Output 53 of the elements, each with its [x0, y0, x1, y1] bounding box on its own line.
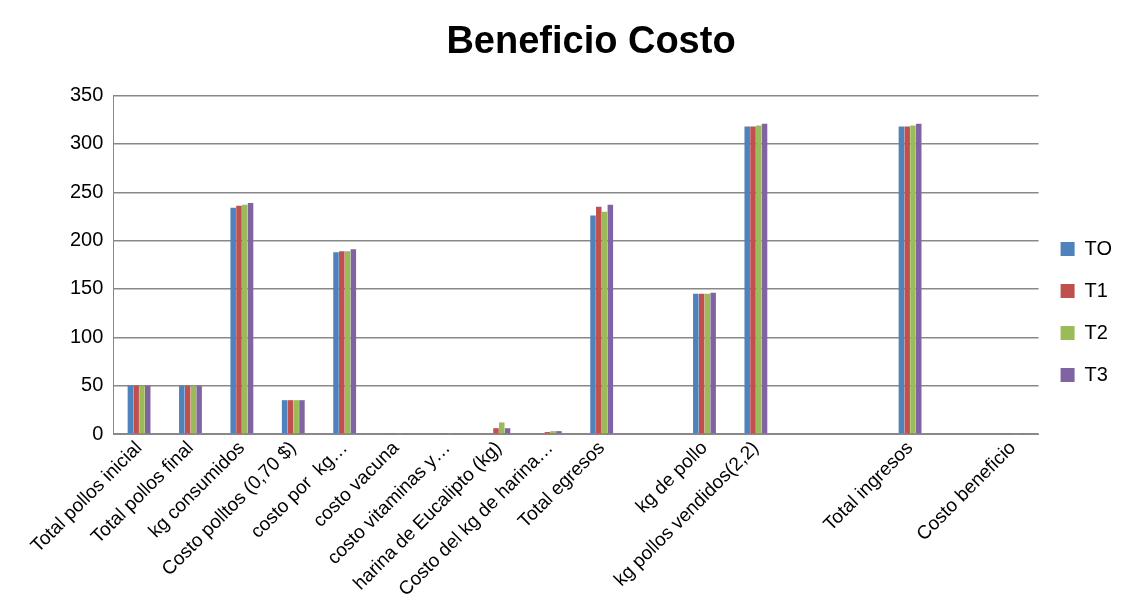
bar	[904, 126, 910, 434]
bar	[281, 400, 288, 434]
bar	[499, 422, 505, 434]
bar	[190, 385, 197, 434]
bar	[601, 211, 608, 434]
bar	[744, 126, 750, 434]
bar	[761, 123, 768, 434]
bar	[916, 123, 922, 434]
bar	[698, 293, 705, 434]
y-tick-label: 100	[69, 324, 104, 347]
bar	[230, 207, 236, 434]
bar	[184, 385, 191, 434]
legend-label: T1	[1084, 278, 1108, 301]
bar	[590, 215, 596, 434]
y-tick-label: 250	[69, 179, 104, 202]
y-tick-label: 150	[69, 276, 104, 299]
y-tick-label: 300	[69, 131, 104, 154]
bar	[145, 385, 151, 434]
bar	[139, 385, 145, 434]
bar	[344, 251, 351, 434]
bar	[293, 400, 299, 434]
bar	[133, 385, 139, 434]
bar	[242, 204, 248, 434]
y-tick-label: 200	[69, 228, 104, 251]
bar	[299, 400, 305, 434]
bar	[550, 431, 556, 434]
legend-label: TO	[1084, 236, 1113, 259]
bar	[750, 126, 756, 434]
bar	[333, 252, 339, 434]
bar	[693, 293, 699, 434]
bar	[607, 204, 614, 434]
bar	[247, 202, 254, 434]
bar	[756, 125, 762, 434]
legend-label: T3	[1084, 362, 1108, 385]
chart-title: Beneficio Costo	[446, 19, 736, 62]
y-tick-label: 350	[69, 83, 104, 106]
legend-label: T2	[1084, 320, 1108, 343]
y-tick-label: 0	[92, 421, 104, 444]
bar	[196, 385, 202, 434]
bar	[898, 126, 905, 434]
bar	[493, 428, 499, 434]
bar	[179, 385, 185, 434]
bar	[339, 251, 345, 434]
bar	[704, 293, 711, 434]
bar	[556, 431, 562, 434]
bar	[596, 206, 602, 434]
y-tick-label: 50	[81, 373, 104, 396]
bar	[710, 292, 716, 434]
bar	[236, 205, 242, 434]
bar	[910, 125, 916, 434]
bar	[287, 400, 294, 434]
bar	[127, 385, 134, 434]
bar	[350, 249, 357, 434]
